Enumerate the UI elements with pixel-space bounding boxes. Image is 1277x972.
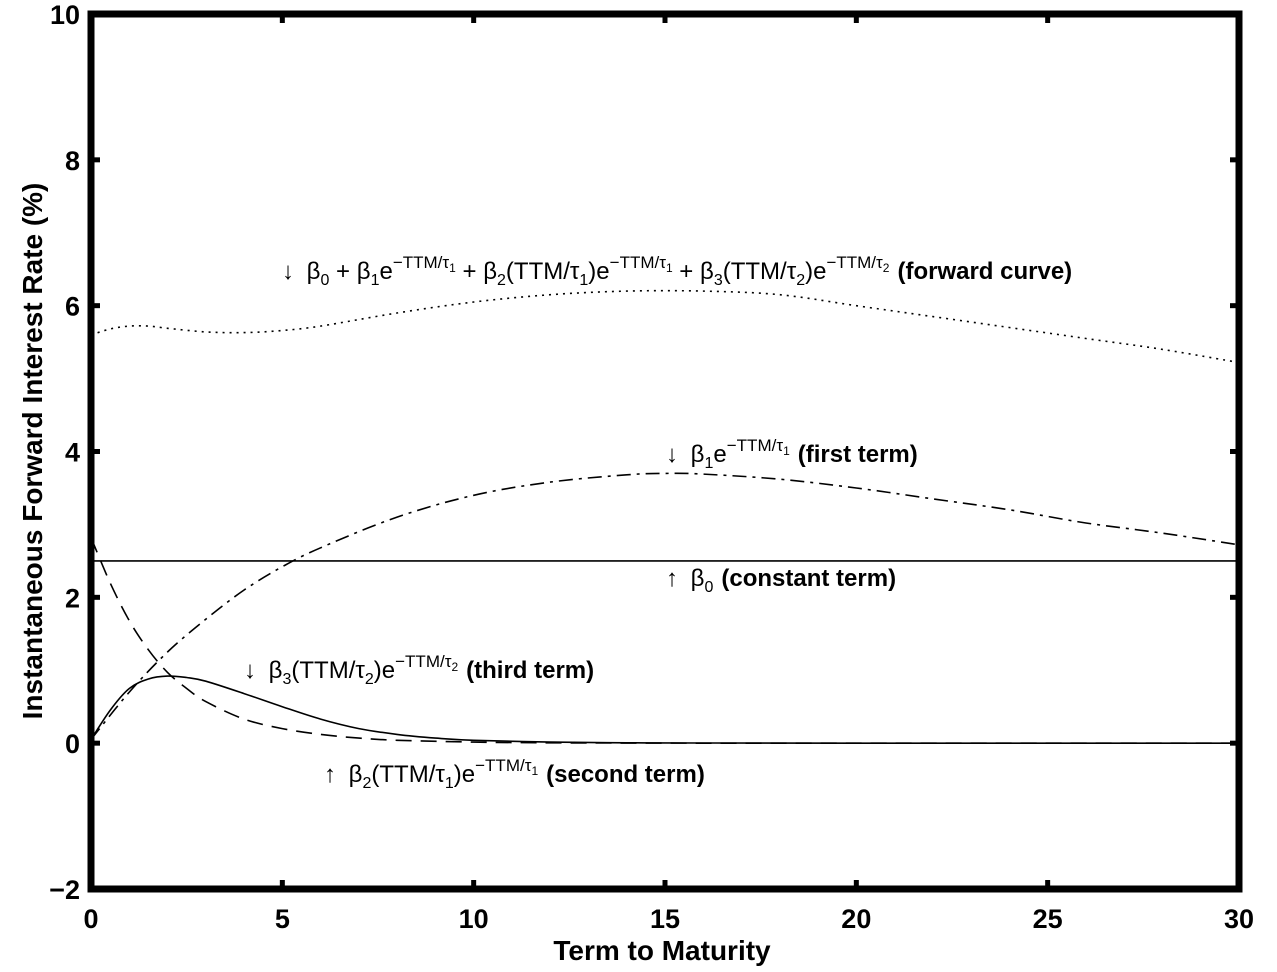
x-tick-label: 25 <box>1033 904 1063 934</box>
series-forward-curve <box>90 289 1240 364</box>
annotation-forward-curve: ↓ β0 + β1e−TTM/τ1 + β2(TTM/τ1)e−TTM/τ1 +… <box>282 253 1072 289</box>
arrow-down-icon: ↓ <box>666 441 678 468</box>
x-axis-label: Term to Maturity <box>553 935 771 966</box>
arrow-down-icon: ↓ <box>244 657 256 684</box>
series-second-term <box>90 537 1239 745</box>
arrow-up-icon: ↑ <box>666 565 678 592</box>
annotation-second-term: ↑ β2(TTM/τ1)e−TTM/τ1 (second term) <box>324 756 705 792</box>
plot-layer <box>90 289 1240 745</box>
annotation-constant-term: ↑ β0 (constant term) <box>666 565 896 596</box>
annotation-third-term: ↓ β3(TTM/τ2)e−TTM/τ2 (third term) <box>244 652 594 688</box>
series-first-term <box>90 472 1240 741</box>
arrow-up-icon: ↑ <box>324 761 336 788</box>
x-tick-label: 0 <box>83 904 98 934</box>
y-tick-label: −2 <box>49 875 80 905</box>
y-tick-label: 0 <box>65 729 80 759</box>
plot-frame <box>87 10 1243 893</box>
y-tick-label: 6 <box>65 292 80 322</box>
y-axis-label: Instantaneous Forward Interest Rate (%) <box>17 183 48 720</box>
y-tick-label: 2 <box>65 583 80 613</box>
x-tick-label: 5 <box>275 904 290 934</box>
annotation-first-term: ↓ β1e−TTM/τ1 (first term) <box>666 436 918 472</box>
y-tick-label: 4 <box>65 438 80 468</box>
x-tick-label: 10 <box>459 904 489 934</box>
series-third-term <box>90 675 1239 745</box>
x-tick-label: 30 <box>1224 904 1254 934</box>
y-tick-label: 10 <box>50 0 80 30</box>
x-tick-label: 15 <box>650 904 680 934</box>
y-tick-label: 8 <box>65 146 80 176</box>
tick-layer <box>88 11 1242 892</box>
arrow-down-icon: ↓ <box>282 258 294 285</box>
x-tick-label: 20 <box>841 904 871 934</box>
